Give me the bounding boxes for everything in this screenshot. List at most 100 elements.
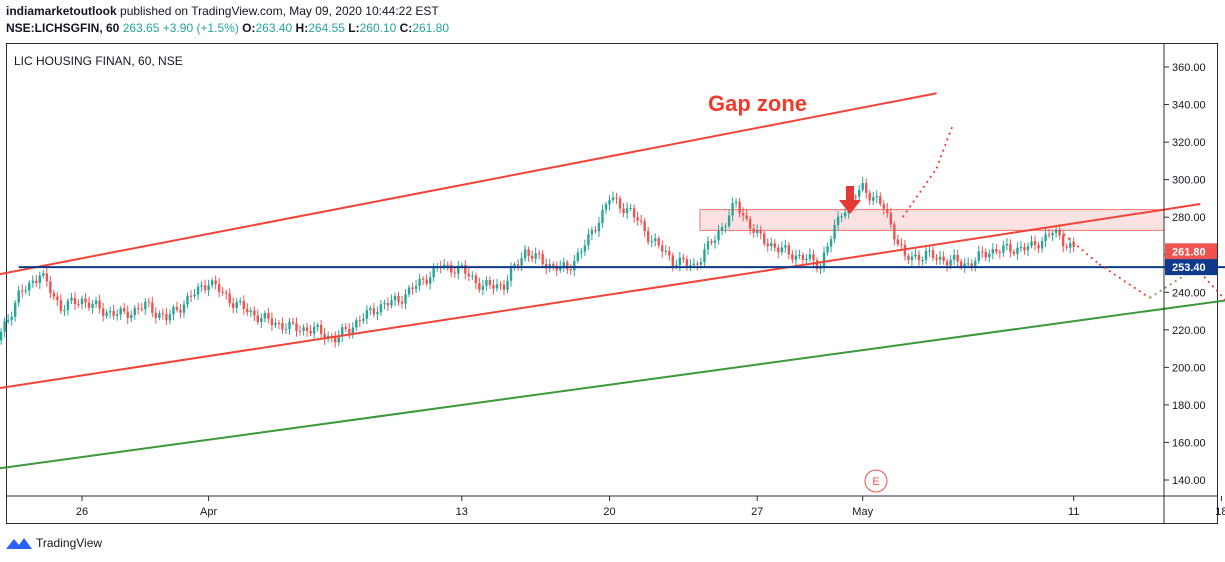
candle-body <box>228 293 231 304</box>
candle-body <box>583 245 587 252</box>
candle-body <box>608 200 611 205</box>
candle-body <box>956 254 959 262</box>
candle-body <box>924 250 928 260</box>
candle-body <box>372 308 376 315</box>
candle-body <box>115 314 119 316</box>
y-tick-label: 220.00 <box>1172 325 1206 337</box>
candle-body <box>291 321 295 324</box>
candle-body <box>710 241 713 243</box>
candle-body <box>348 328 351 334</box>
candle-body <box>520 258 523 266</box>
candle-body <box>833 225 836 240</box>
close-value: 261.80 <box>412 21 450 35</box>
candle-body <box>981 251 984 253</box>
candle-body <box>24 290 27 292</box>
publish-info: indiamarketoutlook published on TradingV… <box>6 4 439 18</box>
candle-body <box>1037 244 1040 249</box>
candle-body <box>207 285 210 290</box>
candle-body <box>0 331 3 341</box>
candle-body <box>13 302 17 317</box>
candle-body <box>421 278 425 280</box>
channel-mid-line[interactable] <box>0 203 1201 395</box>
candle-body <box>594 229 597 232</box>
candle-body <box>724 226 727 228</box>
candle-body <box>530 255 534 259</box>
x-tick-label: Apr <box>200 506 217 518</box>
candle-body <box>611 197 615 201</box>
high-label: H: <box>295 21 309 35</box>
candle-body <box>773 243 776 248</box>
candle-body <box>618 198 622 209</box>
candle-body <box>1016 247 1019 254</box>
candle-body <box>56 296 59 301</box>
author-name[interactable]: indiamarketoutlook <box>6 4 117 18</box>
candle-body <box>168 314 172 321</box>
y-tick-label: 320.00 <box>1172 137 1206 149</box>
candle-body <box>826 246 829 253</box>
candle-body <box>914 254 917 257</box>
candle-body <box>661 245 664 252</box>
candle-body <box>298 330 302 332</box>
earnings-marker-icon[interactable] <box>864 469 888 493</box>
candle-body <box>288 321 291 330</box>
candle-body <box>432 267 435 278</box>
candle-body <box>541 253 544 265</box>
candle-body <box>1033 241 1037 245</box>
y-tick-label: 300.00 <box>1172 175 1206 187</box>
candle-body <box>639 220 643 222</box>
candle-body <box>689 265 692 267</box>
tradingview-footer[interactable]: TradingView <box>6 536 102 550</box>
candle-body <box>1023 247 1026 251</box>
candle-body <box>428 277 432 284</box>
candle-body <box>270 318 274 326</box>
candle-body <box>404 294 407 304</box>
candle-body <box>203 285 207 290</box>
candle-body <box>119 308 122 315</box>
candle-body <box>643 221 646 232</box>
candle-body <box>967 263 970 265</box>
candle-body <box>597 223 601 232</box>
green-lower-line[interactable] <box>0 292 1225 474</box>
candle-body <box>794 255 798 260</box>
candle-body <box>995 249 998 252</box>
candle-body <box>1030 241 1033 247</box>
projection-path-segment <box>1098 263 1151 299</box>
candle-body <box>1019 247 1023 249</box>
candle-body <box>108 311 112 313</box>
candle-body <box>590 229 594 235</box>
candle-body <box>31 280 34 283</box>
candle-body <box>3 321 6 332</box>
candle-body <box>734 201 738 204</box>
candle-body <box>559 266 562 271</box>
candle-body <box>133 308 136 316</box>
channel-upper-line[interactable] <box>0 92 937 284</box>
gap-pointer-line <box>902 167 938 218</box>
candle-body <box>506 280 509 290</box>
candle-body <box>253 310 256 316</box>
candle-body <box>970 263 973 266</box>
candle-body <box>154 312 158 318</box>
candle-body <box>112 311 115 316</box>
candle-body <box>857 189 861 197</box>
candle-body <box>94 300 98 304</box>
candle-body <box>604 204 608 210</box>
candle-body <box>249 310 252 313</box>
candle-body <box>808 254 812 259</box>
candle-body <box>6 319 10 322</box>
open-label: O: <box>242 21 256 35</box>
candle-body <box>671 255 674 266</box>
candle-body <box>829 239 833 247</box>
candle-body <box>235 302 238 308</box>
price-label-box <box>1165 259 1217 276</box>
candle-body <box>1065 246 1068 248</box>
candle-body <box>355 320 358 328</box>
candle-body <box>949 259 952 266</box>
candle-body <box>457 265 460 274</box>
candle-body <box>748 218 752 229</box>
candle-body <box>193 294 196 297</box>
candle-body <box>963 263 966 267</box>
candle-body <box>474 275 478 284</box>
chart-title: LIC HOUSING FINAN, 60, NSE <box>14 54 183 68</box>
candle-body <box>365 310 369 319</box>
